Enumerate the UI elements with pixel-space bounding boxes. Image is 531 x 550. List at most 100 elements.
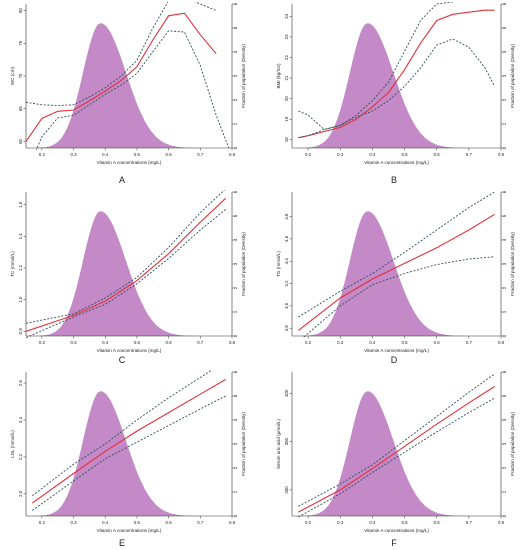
y-tick-label: 4.2 [284,280,289,287]
ci-lower-line [298,397,495,518]
y2-tick-label: 0 [502,514,507,517]
density-area [292,211,501,336]
y2-tick-label: 1 [502,122,507,125]
y-tick-label: 70 [18,73,23,78]
y2-tick-label: 0 [502,334,507,337]
y2-tick-label: 5 [233,394,238,397]
x-axis-label: Vitamin A concentrations (mg/L) [364,348,429,353]
y2-axis-label: Fraction of population (Density) [241,232,246,296]
y2-tick-label: 2 [233,286,238,289]
x-tick-label: 0.4 [369,340,376,345]
y2-tick-label: 3 [233,442,238,445]
y-tick-label: 2.0 [18,490,23,497]
y-axis-label: TC (mmol/L) [10,251,15,277]
ci-lower-line [32,395,226,511]
y2-tick-label: 2 [502,466,507,469]
y-tick-label: 24 [284,13,289,18]
x-tick-label: 0.5 [401,152,408,157]
y-tick-label: 22 [284,54,289,59]
y2-tick-label: 3 [502,74,507,77]
x-tick-label: 0.2 [305,520,312,525]
y2-tick-label: 0 [233,514,238,517]
y2-tick-label: 6 [233,190,238,193]
y2-tick-label: 2 [233,466,238,469]
y-tick-label: 0.8 [18,328,23,335]
x-tick-label: 0.2 [39,340,46,345]
ci-lower-line [298,38,495,130]
x-tick-label: 0.4 [369,520,376,525]
y-axis-label: BMI (kg/m2) [276,63,281,88]
y2-tick-label: 5 [502,214,507,217]
x-tick-label: 0.7 [197,340,204,345]
y-tick-label: 1.2 [18,264,23,271]
x-tick-label: 0.3 [337,520,344,525]
y-tick-label: 4.8 [284,213,289,220]
y-tick-label: 2.4 [18,416,23,423]
y2-tick-label: 0 [502,146,507,149]
curves [298,2,495,139]
ci-lower-line [35,30,230,150]
x-axis-label: Vitamin A concentrations (mg/L) [97,528,162,533]
density-area [292,391,501,516]
y2-axis-label: Fraction of population (Density) [241,412,246,476]
y2-tick-label: 4 [233,238,238,241]
x-tick-label: 0.6 [166,520,173,525]
panel-e: 0.2 0.3 0.4 0.5 0.6 0.7 0.8 2.0 2.2 2.4 2.6 0 1 2 3 4 5 6… [10,370,246,548]
curves [298,373,495,518]
x-tick-label: 0.2 [305,340,312,345]
x-tick-label: 0.7 [466,520,473,525]
panel-label: C [119,355,126,365]
y2-tick-label: 3 [502,262,507,265]
y-tick-label: 75 [18,40,23,45]
y-tick-label: 4.6 [284,235,289,242]
x-axis-label: Vitamin A concentrations (mg/L) [364,160,429,165]
y-axis-label: Serum uric acid (μmol/L) [276,418,281,469]
ci-upper-line [298,2,453,139]
x-tick-label: 0.5 [134,340,141,345]
y-tick-label: 20 [284,96,289,101]
y2-tick-label: 3 [233,74,238,77]
x-tick-label: 0.3 [337,340,344,345]
y2-tick-label: 2 [502,98,507,101]
y2-tick-label: 1 [233,310,238,313]
y2-tick-label: 0 [233,334,238,337]
density-area [26,391,232,516]
y2-tick-label: 1 [233,122,238,125]
x-tick-label: 0.3 [70,152,77,157]
y2-tick-label: 4 [502,50,507,53]
y-tick-label: 1.6 [18,201,23,208]
panel-d: 0.2 0.3 0.4 0.5 0.6 0.7 0.8 3.8 4.0 4.2 4.4 4.6 4.8 0… [276,190,515,365]
y2-tick-label: 4 [502,418,507,421]
y2-tick-label: 3 [233,262,238,265]
x-axis-label: Vitamin A concentrations (mg/L) [97,160,162,165]
ci-upper-line [298,373,495,507]
y-tick-label: 19 [284,116,289,121]
panel-label: A [119,175,125,185]
panel-label: F [391,538,397,548]
x-tick-label: 0.6 [166,152,173,157]
y-tick-label: 18 [284,137,289,142]
curves [298,191,495,338]
x-tick-label: 0.8 [498,152,505,157]
y-tick-label: 80 [18,8,23,13]
x-tick-label: 0.8 [498,340,505,345]
panel-label: B [391,175,397,185]
x-tick-label: 0.4 [102,340,109,345]
density-area [26,211,232,336]
y-tick-label: 2.2 [18,453,23,460]
y-axis-label: LDL (mmol/L) [10,430,15,458]
y-axis-label: WC (cm) [10,66,15,85]
x-tick-label: 0.8 [229,520,236,525]
x-tick-label: 0.8 [229,152,236,157]
y-tick-label: 1.0 [18,296,23,303]
y-tick-label: 350 [284,437,289,445]
y2-tick-label: 6 [233,370,238,373]
y2-tick-label: 6 [233,2,238,5]
fit-line [26,12,217,142]
panel-b: 0.2 0.3 0.4 0.5 0.6 0.7 0.81819202122232401234… [276,2,515,185]
y2-tick-label: 4 [502,238,507,241]
fit-line [31,378,226,504]
curves [26,190,227,338]
y2-tick-label: 6 [502,190,507,193]
